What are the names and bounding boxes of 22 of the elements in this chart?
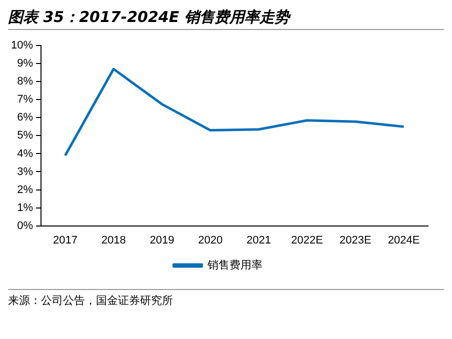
y-tick-label: 10% [10,40,34,52]
y-tick-label: 7% [17,94,34,106]
x-tick-label: 2019 [150,234,174,246]
x-tick-label: 2018 [101,234,126,246]
y-tick-label: 6% [17,112,34,124]
y-tick-label: 5% [17,130,34,142]
y-tick-label: 8% [17,76,34,88]
source-note: 来源：公司公告，国金证券研究所 [8,289,444,308]
x-tick-label: 2021 [246,234,271,246]
legend-label: 销售费用率 [206,258,262,272]
y-tick-label: 9% [17,58,34,70]
y-tick-label: 2% [17,184,34,196]
x-tick-label: 2017 [52,234,78,246]
x-tick-label: 2023E [340,234,372,246]
y-tick-label: 4% [17,148,34,160]
y-tick-label: 3% [17,166,34,178]
x-tick-label: 2022E [291,234,323,246]
chart-title: 图表 35：2017-2024E 销售费用率走势 [8,8,444,30]
y-tick-label: 0% [17,220,34,232]
x-tick-label: 2020 [198,234,223,246]
y-tick-label: 1% [17,202,34,214]
x-tick-label: 2024E [388,234,420,246]
